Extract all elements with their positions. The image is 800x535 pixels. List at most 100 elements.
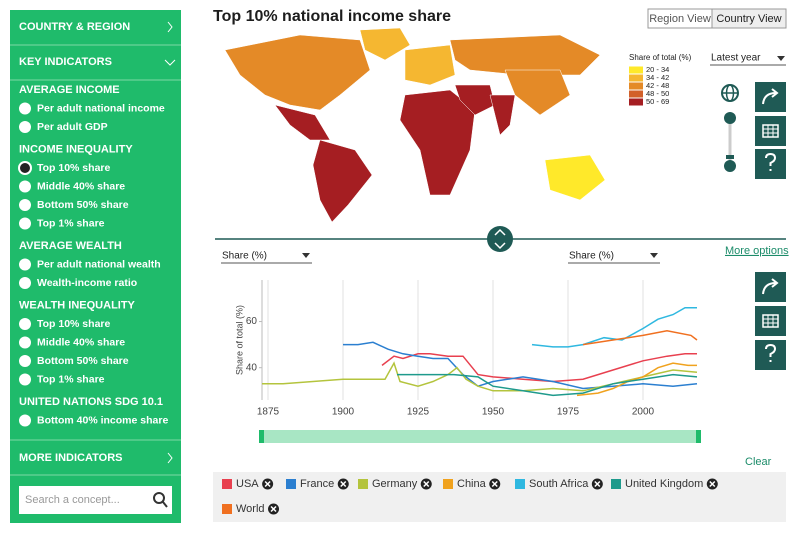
world-map[interactable] [224,27,606,223]
indicator-option[interactable]: Bottom 40% income share [37,414,168,426]
share-button[interactable] [755,82,786,112]
legend-entry: United Kingdom [625,478,703,490]
region[interactable] [504,69,571,116]
indicator-option[interactable]: Per adult national income [37,102,165,114]
dropdown[interactable]: Share (%) [569,251,614,262]
legend-swatch [286,479,296,489]
zoom-out[interactable] [724,160,736,172]
region[interactable] [274,104,331,141]
indicator-option[interactable]: Bottom 50% share [37,199,129,211]
table-icon [763,315,778,327]
indicator-option[interactable]: Wealth-income ratio [37,277,137,289]
year-select[interactable]: Latest year [711,53,761,64]
dropdown-arrow [650,253,658,258]
group-title: WEALTH INEQUALITY [19,299,136,311]
view-toggle-active[interactable] [711,8,787,29]
series-line [576,362,697,397]
radio[interactable] [19,355,31,367]
section-title[interactable]: KEY INDICATORS [19,56,112,68]
radio[interactable] [19,180,31,193]
legend-entry: Germany [372,478,418,490]
button-icons [762,88,779,362]
region[interactable] [544,154,606,201]
radio[interactable] [19,277,31,289]
indicator-option[interactable]: Bottom 50% share [37,355,129,367]
legend-label: 48 - 50 [646,89,669,98]
zoom-handle[interactable] [726,155,734,159]
share-button[interactable] [755,272,786,302]
indicator-option[interactable]: Top 1% share [37,373,105,385]
radio[interactable] [19,258,31,271]
region[interactable] [359,27,411,61]
view-button[interactable]: Region View [649,13,711,25]
more-options-link[interactable]: More options [725,245,789,257]
search-placeholder: Search a concept... [25,494,120,506]
zoom-in[interactable] [724,112,736,124]
radio[interactable] [19,414,31,427]
series-line [397,373,698,397]
region[interactable] [312,139,373,223]
remove-icon [423,480,430,488]
chevron-down [494,242,506,250]
dropdown[interactable]: Share (%) [222,251,267,262]
range-handle[interactable] [259,430,264,443]
radio[interactable] [18,161,32,175]
range-handle[interactable] [696,430,701,443]
remove-icon [264,480,271,488]
legend-swatch [629,98,643,106]
radio[interactable] [19,373,31,386]
search-box[interactable] [19,486,172,514]
indicator-option[interactable]: Per adult national wealth [37,258,161,270]
indicator-option[interactable]: Top 10% share [37,162,110,174]
legend-swatch [611,479,621,489]
group-title: UNITED NATIONS SDG 10.1 [19,396,163,408]
range-slider[interactable] [261,430,699,443]
clear-link[interactable]: Clear [745,456,772,468]
table-icon [762,124,779,138]
remove-icon [594,480,601,488]
region[interactable] [224,34,371,111]
table-button[interactable] [755,116,786,146]
radio[interactable] [19,102,31,115]
radio[interactable] [19,121,31,133]
group-title: AVERAGE WEALTH [19,240,122,252]
radio[interactable] [19,336,31,349]
view-button[interactable]: Country View [716,13,781,25]
group-title: AVERAGE INCOME [19,84,120,96]
region[interactable] [449,34,601,76]
section-title[interactable]: MORE INDICATORS [19,452,123,464]
legend-title: Share of total (%) [629,53,692,62]
y-tick-label: 60 [246,316,258,327]
share-icon [762,278,779,295]
radio[interactable] [19,318,31,330]
radio[interactable] [19,217,31,230]
indicator-option[interactable]: Per adult GDP [37,121,108,133]
legend-entry: South Africa [529,478,589,490]
chevron [167,452,173,464]
region[interactable] [404,44,456,86]
series-line [531,306,697,348]
region[interactable] [454,84,496,116]
legend-entry: China [457,478,487,490]
section-title[interactable]: COUNTRY & REGION [19,21,130,33]
indicator-option[interactable]: Middle 40% share [37,180,125,192]
region[interactable] [489,94,516,136]
indicator-option[interactable]: Middle 40% share [37,336,125,348]
search-icon [162,501,168,508]
chevron [164,59,176,66]
legend-swatch [358,479,368,489]
expand-button[interactable] [487,226,513,252]
indicator-option[interactable]: Top 10% share [37,318,110,330]
table-button[interactable] [755,306,786,336]
radio[interactable] [19,199,31,211]
legend-entry: World [236,503,265,515]
sidebar-bg [10,10,181,523]
share-icon [762,88,779,105]
region[interactable] [399,89,476,196]
search-icon[interactable] [153,492,165,504]
indicator-option[interactable]: Top 1% share [37,217,105,229]
x-tick-label: 2000 [632,407,655,418]
y-tick-label: 40 [246,362,258,373]
legend-swatch [515,479,525,489]
x-tick-label: 1925 [407,407,430,418]
